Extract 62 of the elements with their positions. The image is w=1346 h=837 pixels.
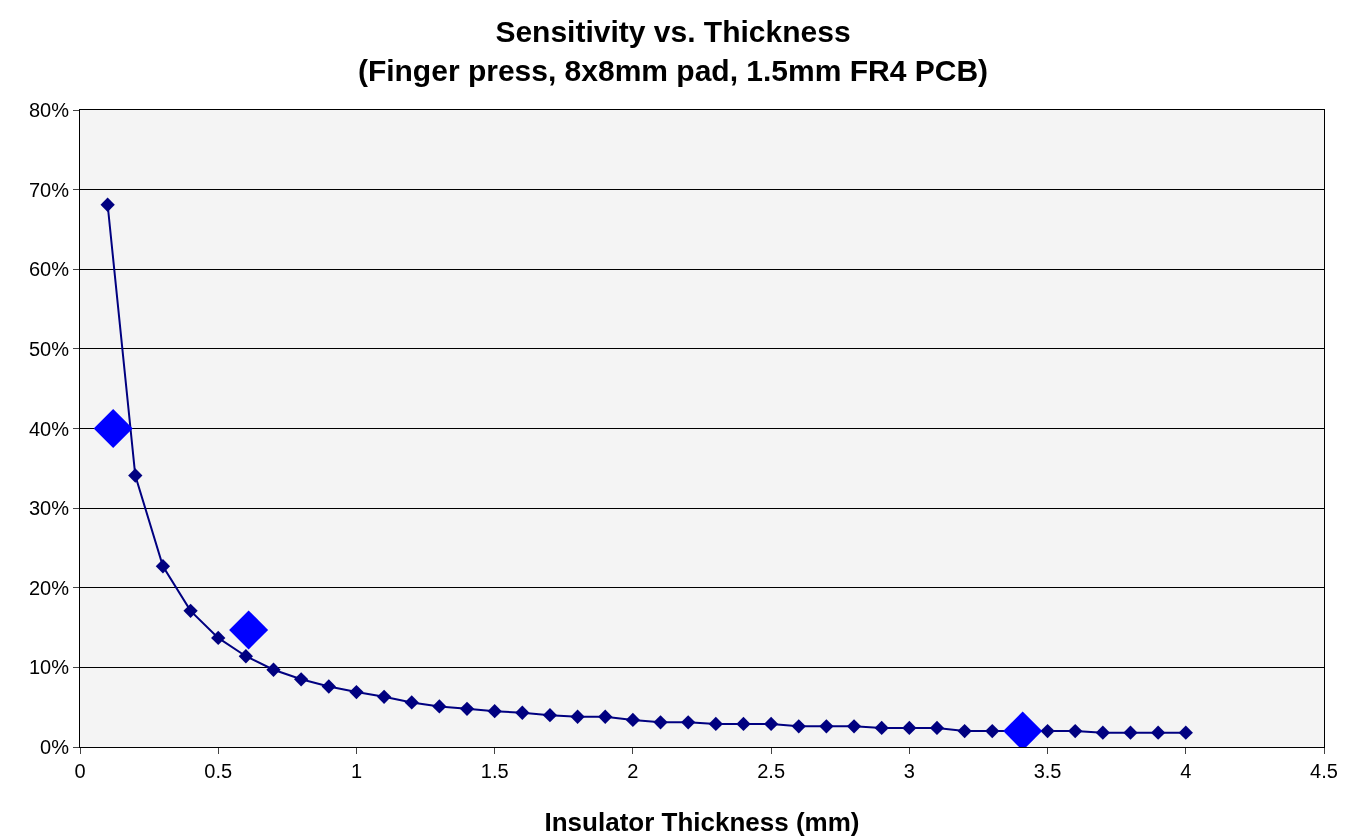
x-tick-label: 4: [1180, 760, 1192, 782]
point: [229, 610, 269, 650]
point: [1178, 725, 1193, 740]
point: [791, 719, 806, 734]
point: [1095, 725, 1110, 740]
point: [957, 723, 972, 739]
point: [211, 630, 226, 646]
y-tick-label: 10%: [28, 656, 70, 679]
point: [238, 649, 254, 664]
point: [294, 672, 309, 687]
y-tick-label: 40%: [28, 417, 70, 440]
point: [321, 679, 336, 694]
chart-title: Sensitivity vs. Thickness (Finger press, 8x8mm pad, 1.5mm FR4 PCB): [357, 14, 989, 87]
point: [929, 720, 945, 736]
point: [1068, 723, 1083, 739]
point: [459, 701, 475, 716]
point: [155, 559, 171, 574]
point: [183, 603, 198, 618]
point: [487, 704, 502, 719]
y-tick-label: 70%: [28, 178, 70, 201]
point: [625, 712, 641, 728]
x-axis-title: Insulator Thickness (mm): [544, 807, 860, 837]
y-tick-label: 60%: [28, 258, 70, 281]
point: [598, 709, 613, 724]
point: [1150, 725, 1166, 740]
point: [515, 705, 530, 720]
x-tick-label: 0: [74, 760, 86, 782]
point: [349, 684, 364, 700]
point: [404, 695, 419, 710]
point: [681, 715, 696, 730]
x-tick-label: 1: [350, 760, 362, 782]
y-tick-label: 0%: [40, 736, 70, 758]
point: [653, 715, 668, 730]
x-tick-label: 0.5: [204, 760, 233, 782]
point: [93, 409, 133, 448]
point: [763, 716, 779, 732]
point: [902, 720, 917, 736]
point: [542, 708, 558, 723]
point: [736, 716, 751, 732]
y-tick-label: 30%: [28, 497, 70, 520]
x-tick-label: 2.5: [757, 760, 786, 782]
x-tick-label: 3: [903, 760, 915, 782]
y-tick-label: 20%: [28, 576, 70, 599]
point: [266, 662, 281, 677]
point: [570, 709, 585, 724]
point: [985, 723, 1000, 739]
x-tick-label: 3.5: [1033, 760, 1062, 782]
x-tick-label: 1.5: [480, 760, 509, 782]
y-tick-label: 80%: [28, 99, 70, 121]
point: [1040, 723, 1055, 739]
point: [874, 720, 889, 736]
x-tick-label: 4.5: [1310, 760, 1338, 782]
point: [376, 689, 392, 704]
point: [1123, 725, 1138, 740]
point: [128, 468, 143, 483]
x-tick-label: 2: [627, 760, 639, 782]
point: [432, 699, 447, 714]
y-tick-label: 50%: [28, 337, 70, 360]
point: [708, 716, 723, 732]
point: [100, 197, 115, 212]
point: [846, 719, 862, 734]
point: [819, 719, 834, 734]
